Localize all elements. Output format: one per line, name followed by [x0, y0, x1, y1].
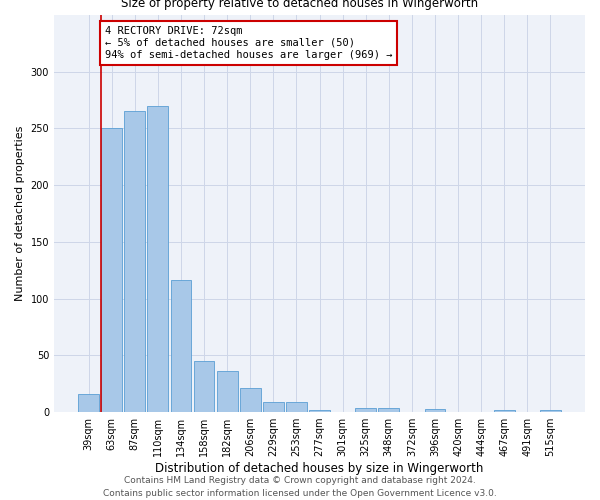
Bar: [425, 408, 445, 412]
Bar: [263, 402, 284, 412]
Bar: [309, 410, 330, 412]
Bar: [286, 402, 307, 412]
Bar: [78, 394, 99, 412]
Bar: [124, 112, 145, 412]
Bar: [355, 408, 376, 412]
Bar: [494, 410, 515, 412]
Bar: [240, 388, 260, 412]
Bar: [379, 408, 399, 412]
Bar: [194, 361, 214, 412]
X-axis label: Distribution of detached houses by size in Wingerworth: Distribution of detached houses by size …: [155, 462, 484, 475]
Y-axis label: Number of detached properties: Number of detached properties: [15, 126, 25, 301]
Bar: [540, 410, 561, 412]
Bar: [101, 128, 122, 412]
Text: 4 RECTORY DRIVE: 72sqm
← 5% of detached houses are smaller (50)
94% of semi-deta: 4 RECTORY DRIVE: 72sqm ← 5% of detached …: [105, 26, 392, 60]
Bar: [148, 106, 168, 412]
Text: Size of property relative to detached houses in Wingerworth: Size of property relative to detached ho…: [121, 0, 479, 10]
Text: Contains HM Land Registry data © Crown copyright and database right 2024.
Contai: Contains HM Land Registry data © Crown c…: [103, 476, 497, 498]
Bar: [170, 280, 191, 412]
Bar: [217, 371, 238, 412]
